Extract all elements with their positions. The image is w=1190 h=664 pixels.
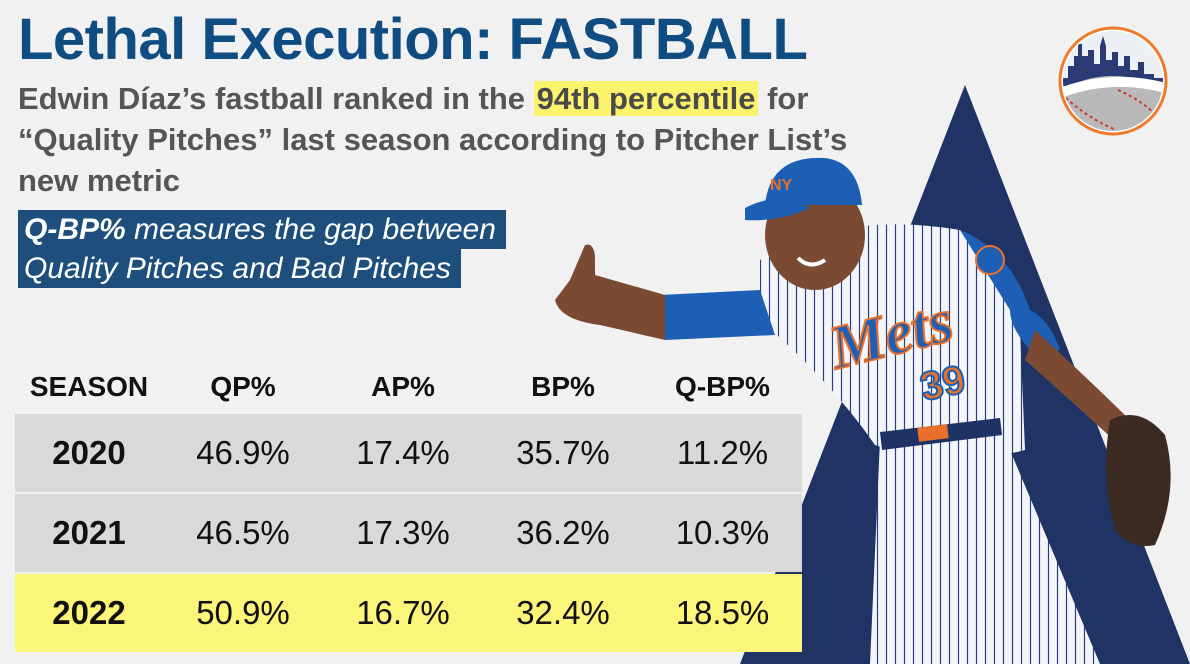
table-row-highlighted: 2022 50.9% 16.7% 32.4% 18.5% xyxy=(15,574,802,652)
cell-qbp: 18.5% xyxy=(675,594,770,631)
cell-qbp: 10.3% xyxy=(675,514,770,551)
svg-text:NY: NY xyxy=(770,177,793,194)
callout-line-1: Q-BP% measures the gap between xyxy=(18,210,506,249)
cell-ap: 17.3% xyxy=(356,514,450,551)
subtitle-text-start: Edwin Díaz’s fastball ranked in the xyxy=(18,81,534,116)
header-bp: BP% xyxy=(531,371,595,402)
stats-table: SEASON QP% AP% BP% Q-BP% 2020 46.9% 17.4… xyxy=(15,360,802,654)
page-title: Lethal Execution: FASTBALL xyxy=(18,7,808,72)
header-qp: QP% xyxy=(210,371,276,402)
table-header: SEASON QP% AP% BP% Q-BP% xyxy=(15,360,802,414)
jersey-number: 39 xyxy=(916,357,969,409)
subtitle: Edwin Díaz’s fastball ranked in the 94th… xyxy=(18,78,898,201)
cell-season: 2020 xyxy=(52,434,126,471)
cell-season: 2021 xyxy=(52,514,126,551)
table-row: 2021 46.5% 17.3% 36.2% 10.3% xyxy=(15,494,802,572)
cell-bp: 32.4% xyxy=(516,594,610,631)
cell-qp: 46.9% xyxy=(196,434,290,471)
callout-term: Q-BP% xyxy=(24,213,126,246)
header-ap: AP% xyxy=(371,371,435,402)
table-row: 2020 46.9% 17.4% 35.7% 11.2% xyxy=(15,414,802,492)
subtitle-highlight: 94th percentile xyxy=(533,81,759,116)
cell-ap: 16.7% xyxy=(356,594,450,631)
cell-qp: 50.9% xyxy=(196,594,290,631)
cell-season: 2022 xyxy=(52,594,126,631)
cell-qbp: 11.2% xyxy=(676,434,769,471)
pitcher-illustration: NY Mets 39 xyxy=(555,157,1171,664)
cell-ap: 17.4% xyxy=(356,434,450,471)
jersey-lettering: Mets xyxy=(822,287,960,383)
callout-line-2: Quality Pitches and Bad Pitches xyxy=(18,249,461,288)
skyline-baseball-logo xyxy=(1058,26,1168,136)
header-qbp: Q-BP% xyxy=(675,371,770,402)
cell-qp: 46.5% xyxy=(196,514,290,551)
cell-bp: 36.2% xyxy=(516,514,610,551)
definition-callout: Q-BP% measures the gap between Quality P… xyxy=(18,210,506,288)
header-season: SEASON xyxy=(29,371,149,402)
subtitle-text-end: for “Quality Pitches” last season accord… xyxy=(18,81,848,198)
cell-bp: 35.7% xyxy=(516,434,610,471)
callout-line-1-text: measures the gap between xyxy=(125,213,496,246)
